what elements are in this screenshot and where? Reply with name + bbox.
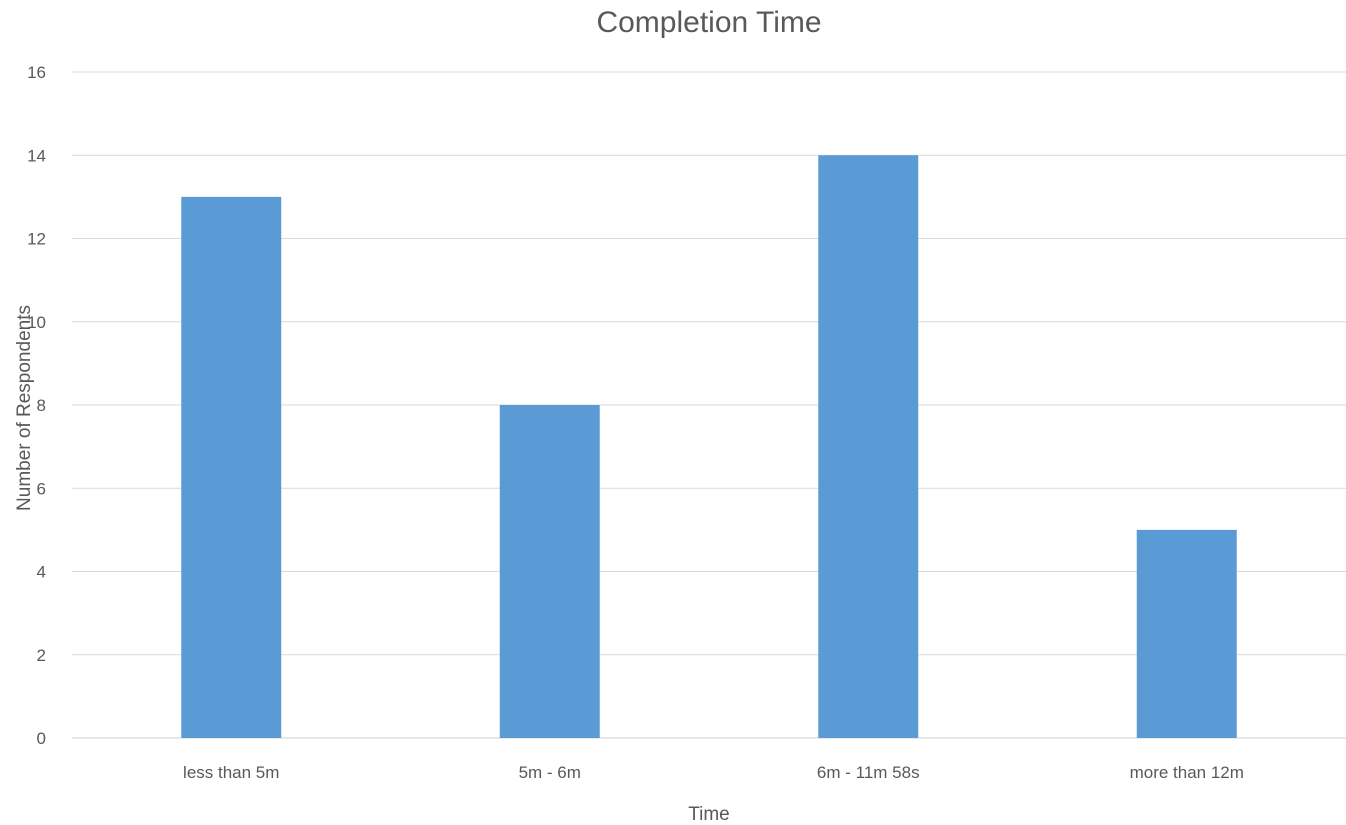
y-tick-label: 14 [27, 146, 46, 165]
x-tick-label: less than 5m [183, 763, 279, 782]
y-axis-ticks: 0 2 4 6 8 10 12 14 16 [27, 63, 46, 748]
x-tick-label: more than 12m [1130, 763, 1244, 782]
x-axis-label: Time [688, 804, 730, 825]
y-tick-label: 12 [27, 230, 46, 249]
bar [818, 155, 919, 738]
chart-title: Completion Time [596, 6, 821, 39]
gridlines [72, 71, 1346, 739]
x-tick-label: 5m - 6m [519, 763, 581, 782]
y-tick-label: 6 [37, 479, 46, 498]
y-tick-label: 10 [27, 313, 46, 332]
y-tick-label: 8 [37, 396, 46, 415]
bar [499, 405, 600, 738]
y-axis-label: Number of Respondents [14, 305, 35, 511]
y-tick-label: 0 [37, 729, 46, 748]
y-tick-label: 16 [27, 63, 46, 82]
x-axis-ticks: less than 5m 5m - 6m 6m - 11m 58s more than… [183, 763, 1244, 782]
y-tick-label: 2 [37, 646, 46, 665]
bar [1136, 529, 1237, 738]
bar [181, 196, 282, 738]
bars [181, 155, 1237, 738]
y-tick-label: 4 [37, 563, 46, 582]
x-tick-label: 6m - 11m 58s [817, 763, 920, 782]
